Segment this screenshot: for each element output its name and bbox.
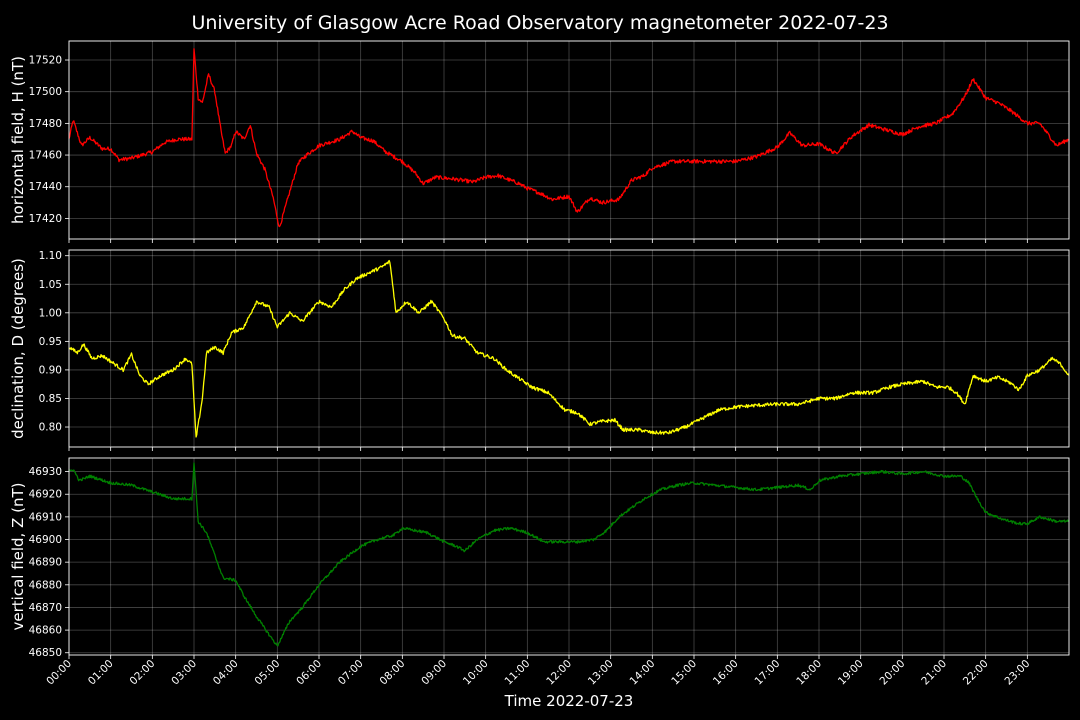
y-axis-label-horizontal: horizontal field, H (nT) xyxy=(9,56,27,224)
y-tick-label: 1.00 xyxy=(39,307,62,319)
y-tick-label: 0.80 xyxy=(39,422,62,434)
y-tick-label: 46920 xyxy=(29,489,62,501)
y-tick-label: 17520 xyxy=(29,55,62,67)
y-tick-label: 0.95 xyxy=(39,336,62,348)
series-line-declination xyxy=(68,259,1070,438)
series-line-horizontal xyxy=(68,48,1070,228)
y-tick-label: 1.05 xyxy=(39,279,62,291)
y-tick-label: 46860 xyxy=(29,625,62,637)
panel-frame xyxy=(68,457,1070,656)
y-tick-label: 1.10 xyxy=(39,250,62,262)
y-tick-label: 0.85 xyxy=(39,393,62,405)
y-tick-label: 46890 xyxy=(29,557,62,569)
y-tick-label: 0.90 xyxy=(39,364,62,376)
y-tick-label: 17420 xyxy=(29,213,62,225)
y-tick-label: 46930 xyxy=(29,466,62,478)
y-tick-label: 46900 xyxy=(29,534,62,546)
chart-title: University of Glasgow Acre Road Observat… xyxy=(191,12,888,34)
y-axis-label-vertical: vertical field, Z (nT) xyxy=(9,482,27,630)
y-tick-label: 46850 xyxy=(29,647,62,659)
panel-horizontal: 17420 17440 17460 17480 17500 17520horizontal… xyxy=(9,40,1070,243)
y-tick-label: 17440 xyxy=(29,181,62,193)
y-tick-label: 17460 xyxy=(29,150,62,162)
panel-vertical: 46850 46860 46870 46880 46890 46900 46910 46920… xyxy=(9,457,1070,659)
y-tick-label: 46910 xyxy=(29,511,62,523)
x-axis-label: Time 2022-07-23 xyxy=(504,692,634,710)
panel-frame xyxy=(68,249,1070,448)
panel-declination: 0.80 0.85 0.90 0.95 1.00 1.05 1.10 declination,… xyxy=(9,249,1070,451)
y-tick-label: 46880 xyxy=(29,579,62,591)
y-tick-label: 17500 xyxy=(29,86,62,98)
panel-frame xyxy=(68,40,1070,240)
y-tick-label: 46870 xyxy=(29,602,62,614)
series-line-vertical xyxy=(68,462,1070,647)
y-axis-label-declination: declination, D (degrees) xyxy=(9,258,27,439)
y-tick-label: 17480 xyxy=(29,118,62,130)
